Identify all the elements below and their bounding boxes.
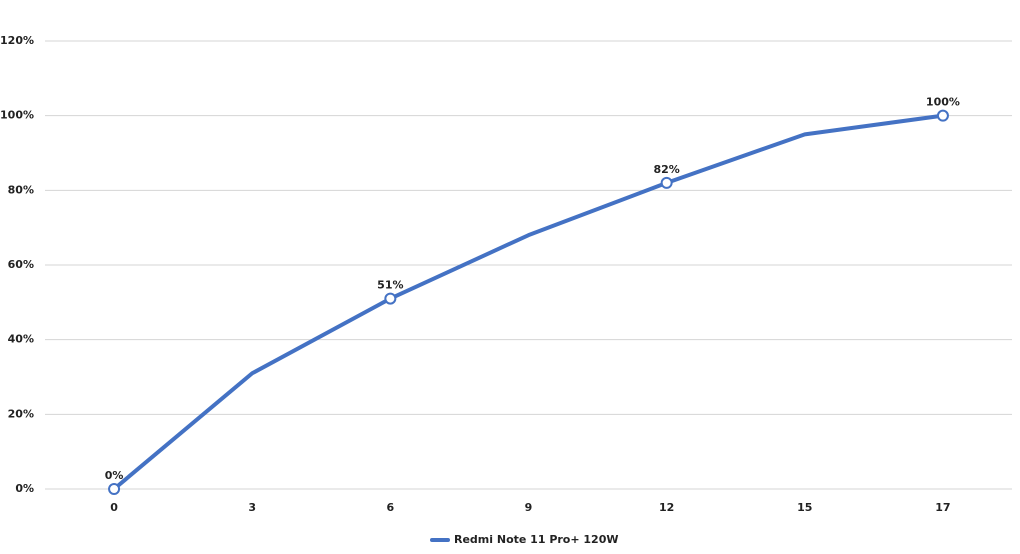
y-tick-label: 40% <box>8 333 34 346</box>
data-label: 51% <box>377 279 403 292</box>
data-label: 82% <box>653 163 679 176</box>
y-tick-label: 0% <box>15 482 34 495</box>
point-marker <box>936 109 949 122</box>
y-tick-label: 20% <box>8 407 34 420</box>
x-tick-label: 6 <box>387 501 395 514</box>
x-tick-label: 9 <box>525 501 533 514</box>
y-tick-label: 80% <box>8 183 34 196</box>
y-tick-label: 60% <box>8 258 34 271</box>
y-tick-label: 100% <box>0 109 34 122</box>
x-tick-label: 0 <box>110 501 118 514</box>
data-label: 100% <box>926 96 960 109</box>
series-line <box>112 113 944 491</box>
point-marker <box>384 292 397 305</box>
x-tick-label: 3 <box>248 501 256 514</box>
legend-label: Redmi Note 11 Pro+ 120W <box>454 533 619 546</box>
x-tick-label: 17 <box>935 501 950 514</box>
x-tick-label: 12 <box>659 501 674 514</box>
x-tick-label: 15 <box>797 501 812 514</box>
y-tick-label: 120% <box>0 34 34 47</box>
point-marker <box>660 176 673 189</box>
point-marker <box>108 483 121 495</box>
data-label: 0% <box>105 469 124 482</box>
